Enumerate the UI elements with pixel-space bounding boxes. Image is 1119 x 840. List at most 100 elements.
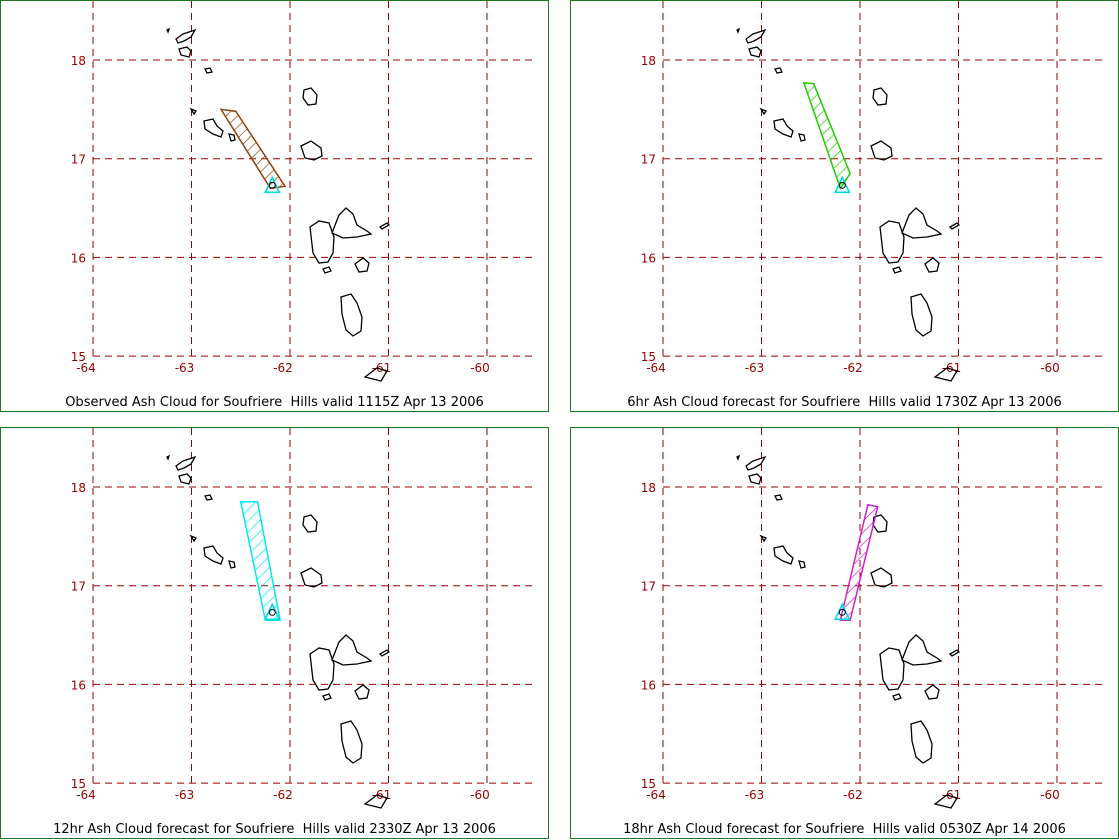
- island-nevis: [203, 545, 224, 565]
- ash-cloud-area: [239, 501, 282, 621]
- island-st-kitts: [189, 107, 197, 116]
- panel-caption: 18hr Ash Cloud forecast for Soufriere Hi…: [623, 822, 1066, 837]
- island-st-barthelemy: [748, 46, 762, 58]
- lat-tick-label: 15: [641, 777, 656, 791]
- panel-caption: 12hr Ash Cloud forecast for Soufriere Hi…: [53, 822, 496, 837]
- island-antigua: [870, 140, 893, 161]
- lon-tick-label: -64: [646, 788, 666, 802]
- island-anguilla: [736, 27, 741, 34]
- island-dominica: [340, 720, 363, 764]
- lat-tick-label: 16: [641, 251, 656, 265]
- panel-caption: 6hr Ash Cloud forecast for Soufriere Hil…: [627, 395, 1062, 410]
- lat-tick-label: 17: [641, 580, 656, 594]
- coastlines: [166, 27, 391, 382]
- lat-tick-label: 17: [641, 153, 656, 167]
- island-les-saintes: [892, 266, 902, 274]
- island-saba: [204, 67, 213, 74]
- lat-tick-label: 15: [71, 777, 86, 791]
- lat-tick-label: 18: [71, 54, 86, 68]
- island-guadeloupe-west: [309, 220, 335, 264]
- lat-tick-label: 16: [71, 678, 86, 692]
- ash-map-observed: 18 17 16 15-64 -63 -62 -61 -60: [71, 1, 537, 382]
- panel-18hr: 18 17 16 15 -64 -63 -62 -61 -60 18hr Ash Cloud f…: [570, 427, 1119, 839]
- island-barbuda: [872, 87, 888, 106]
- ash-map-18hr: 18 17 16 15-64 -63 -62 -61 -60: [641, 428, 1107, 809]
- island-antigua: [870, 567, 893, 588]
- island-st-kitts: [759, 107, 767, 116]
- island-antigua: [300, 140, 323, 161]
- island-les-saintes: [892, 693, 902, 701]
- island-st-barthelemy: [178, 46, 192, 58]
- lat-tick-label: 18: [641, 481, 656, 495]
- lat-lon-grid: [92, 1, 537, 361]
- island-desirade: [378, 649, 391, 657]
- island-st-barthelemy: [748, 473, 762, 485]
- island-st-martin: [175, 455, 197, 471]
- lon-tick-label: -60: [1040, 788, 1060, 802]
- island-barbuda: [302, 87, 318, 106]
- lon-tick-label: -63: [175, 361, 195, 375]
- lat-tick-label: 18: [641, 54, 656, 68]
- island-marie-galante: [354, 257, 370, 273]
- island-marie-galante: [924, 684, 940, 700]
- island-marie-galante: [354, 684, 370, 700]
- island-st-martin: [745, 455, 767, 471]
- lon-tick-label: -62: [273, 788, 293, 802]
- volcano-marker: [268, 181, 276, 189]
- volcano-icon: [264, 175, 281, 194]
- island-saba: [774, 67, 783, 74]
- island-guadeloupe-east: [901, 634, 943, 666]
- island-martinique-tip: [933, 794, 958, 809]
- lon-tick-label: -64: [76, 788, 96, 802]
- ash-cloud-area: [802, 81, 851, 190]
- island-montserrat: [798, 133, 806, 142]
- lon-tick-label: -61: [372, 361, 392, 375]
- lon-tick-label: -61: [372, 788, 392, 802]
- lat-tick-label: 16: [641, 678, 656, 692]
- lat-tick-label: 18: [71, 481, 86, 495]
- coastlines: [166, 454, 391, 809]
- island-desirade: [948, 649, 961, 657]
- island-martinique-tip: [363, 794, 388, 809]
- island-dominica: [340, 293, 363, 337]
- island-antigua: [300, 567, 323, 588]
- island-montserrat: [228, 560, 236, 569]
- volcano-marker: [268, 608, 276, 616]
- island-les-saintes: [322, 693, 332, 701]
- volcano-icon: [834, 175, 851, 194]
- island-dominica: [910, 720, 933, 764]
- island-montserrat: [798, 560, 806, 569]
- panel-caption: Observed Ash Cloud for Soufriere Hills v…: [65, 395, 484, 410]
- island-guadeloupe-west: [879, 220, 905, 264]
- lon-tick-label: -60: [1040, 361, 1060, 375]
- lat-tick-label: 16: [71, 251, 86, 265]
- island-guadeloupe-west: [879, 647, 905, 691]
- ash-cloud-area: [219, 108, 287, 190]
- island-anguilla: [166, 454, 171, 461]
- island-martinique-tip: [363, 367, 388, 382]
- island-martinique-tip: [933, 367, 958, 382]
- island-dominica: [910, 293, 933, 337]
- lon-tick-label: -62: [273, 361, 293, 375]
- lon-tick-label: -61: [942, 361, 962, 375]
- lat-lon-grid: [662, 1, 1107, 361]
- island-nevis: [773, 118, 794, 138]
- coastlines: [736, 27, 961, 382]
- lat-tick-label: 17: [71, 153, 86, 167]
- island-guadeloupe-west: [309, 647, 335, 691]
- island-st-martin: [175, 28, 197, 44]
- volcano-marker: [838, 608, 846, 616]
- ash-map-6hr: 18 17 16 15-64 -63 -62 -61 -60: [641, 1, 1107, 382]
- island-saba: [774, 494, 783, 501]
- island-st-barthelemy: [178, 473, 192, 485]
- ash-map-12hr: 18 17 16 15-64 -63 -62 -61 -60: [71, 428, 537, 809]
- island-montserrat: [228, 133, 236, 142]
- lat-tick-label: 15: [71, 350, 86, 364]
- lon-tick-label: -60: [470, 788, 490, 802]
- lon-tick-label: -62: [843, 361, 863, 375]
- island-nevis: [773, 545, 794, 565]
- ash-cloud-area: [839, 503, 879, 621]
- panel-12hr: 18 17 16 15 -64 -63 -62 -61 -60 12hr Ash Cloud f…: [0, 427, 549, 839]
- lon-tick-label: -63: [175, 788, 195, 802]
- lon-tick-label: -63: [745, 788, 765, 802]
